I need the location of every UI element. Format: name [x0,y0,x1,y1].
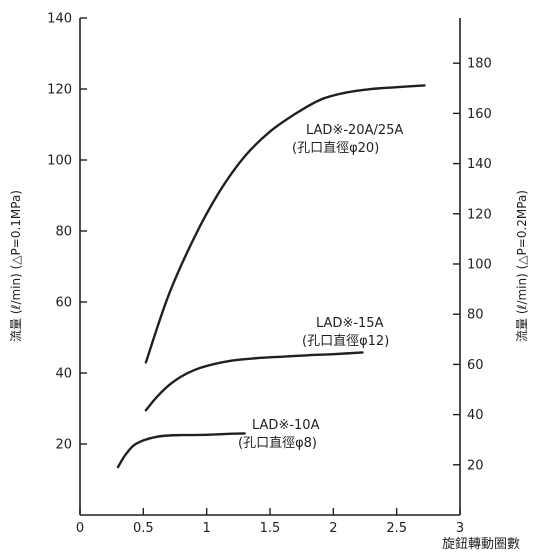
series-label-20a-25a-name: LAD※-20A/25A [306,123,403,138]
left-y-tick-label: 80 [55,225,72,240]
x-tick-label: 2.5 [386,521,407,536]
left-y-tick-label: 40 [55,367,72,382]
x-axis-label: 旋鈕轉動圈數 [442,537,520,552]
x-ticks: 0 0.5 1 1.5 2 2.5 3 [76,508,464,536]
series-label-10a-name: LAD※-10A [252,418,320,433]
series-line-15a [144,351,364,412]
left-y-tick-label: 20 [55,438,72,453]
series-lines [116,84,426,469]
right-y-tick-label: 160 [467,107,492,122]
series-label-20a-25a-orifice: (孔口直徑φ20) [292,141,379,156]
x-tick-label: 2 [329,521,337,536]
series-label-15a-name: LAD※-15A [316,316,384,331]
right-y-tick-label: 120 [467,207,492,222]
x-tick-label: 3 [456,521,464,536]
right-y-tick-label: 60 [467,358,484,373]
series-label-15a-orifice: (孔口直徑φ12) [302,334,389,349]
series-labels: LAD※-20A/25A (孔口直徑φ20) LAD※-15A (孔口直徑φ12) LA… [238,123,403,451]
right-y-tick-label: 80 [467,308,484,323]
left-y-tick-label: 120 [47,83,72,98]
x-tick-label: 0.5 [133,521,154,536]
right-y-tick-label: 180 [467,57,492,72]
left-y-tick-label: 140 [47,12,72,27]
series-line-20a-25a [144,84,426,364]
right-y-tick-label: 40 [467,408,484,423]
x-tick-label: 1.5 [260,521,281,536]
right-y-tick-label: 140 [467,157,492,172]
y-axis-right-label: 流量 (ℓ/min) (△P=0.2MPa) [515,190,529,342]
x-tick-label: 0 [76,521,84,536]
series-line-10a [116,432,246,469]
x-tick-label: 1 [203,521,211,536]
left-y-ticks: 20 40 60 80 100 120 140 [47,12,87,453]
right-y-tick-label: 100 [467,257,492,272]
left-y-tick-label: 100 [47,154,72,169]
left-y-tick-label: 60 [55,296,72,311]
right-y-ticks: 20 40 60 80 100 120 140 160 180 [453,57,492,473]
right-y-tick-label: 20 [467,458,484,473]
series-label-10a-orifice: (孔口直徑φ8) [238,436,317,451]
y-axis-left-label: 流量 (ℓ/min) (△P=0.1MPa) [9,190,23,342]
